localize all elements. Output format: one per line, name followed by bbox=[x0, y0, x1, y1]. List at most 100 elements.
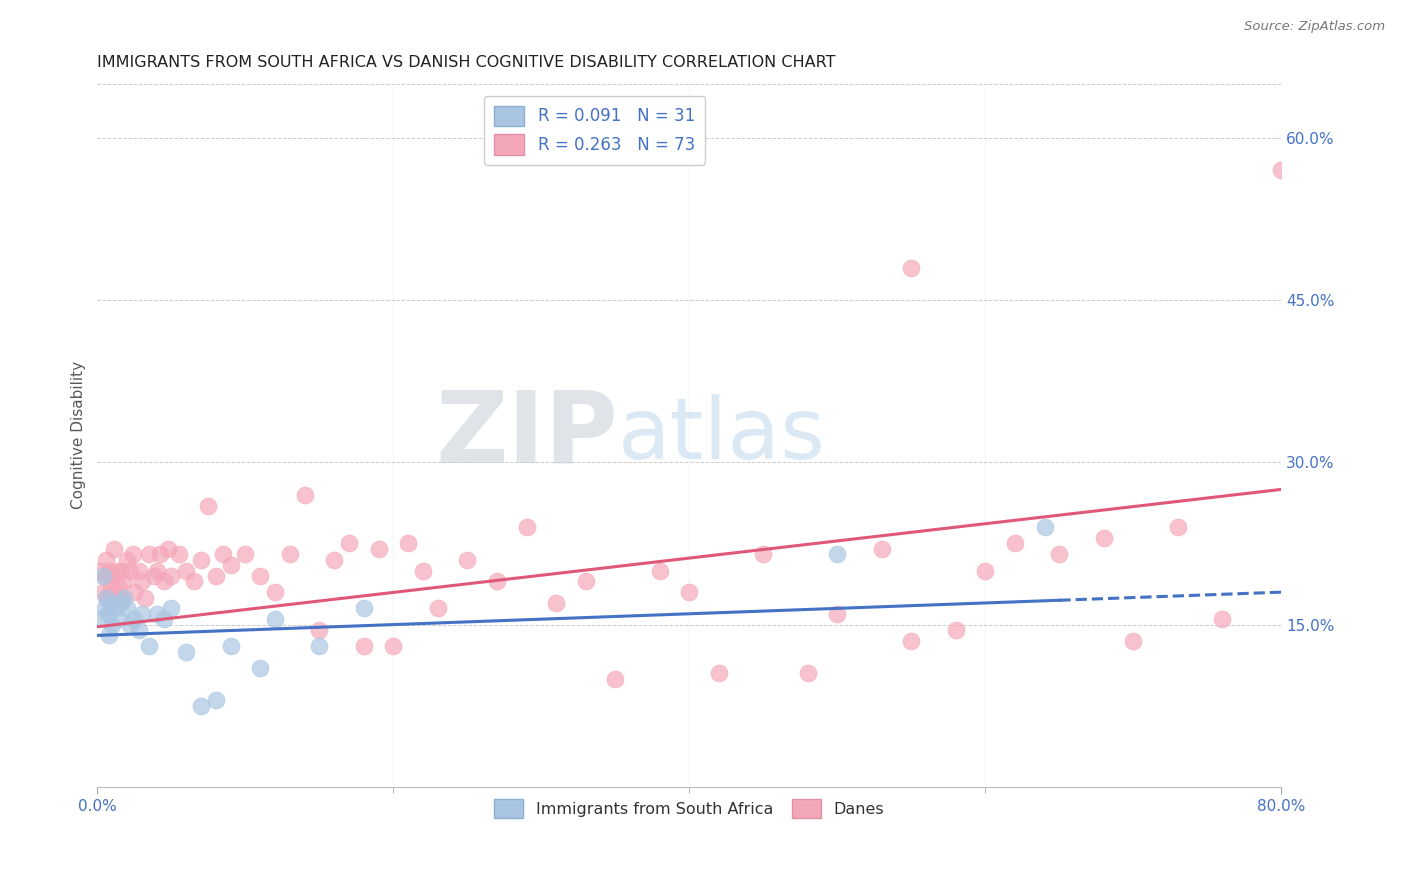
Point bbox=[103, 541, 125, 556]
Point bbox=[115, 601, 138, 615]
Point bbox=[308, 623, 330, 637]
Point bbox=[104, 585, 127, 599]
Point bbox=[112, 574, 135, 589]
Point bbox=[294, 488, 316, 502]
Point bbox=[122, 547, 145, 561]
Point bbox=[98, 564, 121, 578]
Point bbox=[797, 666, 820, 681]
Point bbox=[1211, 612, 1233, 626]
Point bbox=[1092, 531, 1115, 545]
Point bbox=[97, 607, 120, 621]
Point bbox=[91, 585, 114, 599]
Point bbox=[110, 596, 132, 610]
Point bbox=[485, 574, 508, 589]
Point bbox=[900, 633, 922, 648]
Point bbox=[870, 541, 893, 556]
Point bbox=[142, 569, 165, 583]
Point bbox=[546, 596, 568, 610]
Point bbox=[190, 552, 212, 566]
Point bbox=[145, 564, 167, 578]
Text: atlas: atlas bbox=[619, 393, 827, 477]
Point bbox=[605, 672, 627, 686]
Point bbox=[974, 564, 997, 578]
Point bbox=[183, 574, 205, 589]
Point bbox=[1270, 163, 1292, 178]
Point bbox=[91, 569, 114, 583]
Text: IMMIGRANTS FROM SOUTH AFRICA VS DANISH COGNITIVE DISABILITY CORRELATION CHART: IMMIGRANTS FROM SOUTH AFRICA VS DANISH C… bbox=[97, 55, 835, 70]
Point bbox=[124, 585, 146, 599]
Point bbox=[827, 547, 849, 561]
Point bbox=[112, 591, 135, 605]
Point bbox=[900, 260, 922, 275]
Point bbox=[108, 591, 131, 605]
Point bbox=[96, 552, 118, 566]
Point bbox=[89, 564, 111, 578]
Point bbox=[107, 612, 129, 626]
Point bbox=[575, 574, 598, 589]
Point bbox=[516, 520, 538, 534]
Point bbox=[1033, 520, 1056, 534]
Point bbox=[138, 547, 160, 561]
Point bbox=[219, 558, 242, 573]
Point bbox=[115, 552, 138, 566]
Point bbox=[945, 623, 967, 637]
Point bbox=[157, 541, 180, 556]
Point bbox=[98, 628, 121, 642]
Point bbox=[827, 607, 849, 621]
Point bbox=[648, 564, 671, 578]
Point bbox=[97, 591, 120, 605]
Point bbox=[249, 661, 271, 675]
Point bbox=[104, 601, 127, 615]
Point bbox=[124, 612, 146, 626]
Point bbox=[197, 499, 219, 513]
Point bbox=[204, 569, 226, 583]
Point bbox=[105, 564, 128, 578]
Point bbox=[145, 607, 167, 621]
Point bbox=[308, 639, 330, 653]
Point bbox=[212, 547, 235, 561]
Point bbox=[367, 541, 389, 556]
Point bbox=[174, 645, 197, 659]
Point bbox=[678, 585, 700, 599]
Point bbox=[235, 547, 257, 561]
Point bbox=[153, 574, 176, 589]
Point bbox=[264, 585, 287, 599]
Point bbox=[204, 693, 226, 707]
Point bbox=[382, 639, 405, 653]
Point bbox=[110, 564, 132, 578]
Y-axis label: Cognitive Disability: Cognitive Disability bbox=[72, 361, 86, 509]
Point bbox=[101, 569, 124, 583]
Point bbox=[219, 639, 242, 653]
Point bbox=[90, 612, 112, 626]
Point bbox=[160, 601, 183, 615]
Point bbox=[134, 591, 156, 605]
Point bbox=[412, 564, 434, 578]
Point bbox=[264, 612, 287, 626]
Point bbox=[148, 547, 170, 561]
Point bbox=[118, 617, 141, 632]
Point bbox=[131, 607, 153, 621]
Point bbox=[353, 639, 375, 653]
Point bbox=[167, 547, 190, 561]
Point bbox=[1004, 536, 1026, 550]
Legend: Immigrants from South Africa, Danes: Immigrants from South Africa, Danes bbox=[488, 792, 891, 824]
Point bbox=[153, 612, 176, 626]
Point bbox=[100, 596, 122, 610]
Point bbox=[426, 601, 449, 615]
Text: ZIP: ZIP bbox=[436, 387, 619, 483]
Point bbox=[249, 569, 271, 583]
Point bbox=[100, 580, 122, 594]
Point bbox=[337, 536, 360, 550]
Point bbox=[160, 569, 183, 583]
Point bbox=[96, 591, 118, 605]
Point bbox=[1167, 520, 1189, 534]
Point bbox=[94, 601, 117, 615]
Point bbox=[353, 601, 375, 615]
Point bbox=[278, 547, 301, 561]
Point bbox=[138, 639, 160, 653]
Point bbox=[131, 574, 153, 589]
Point bbox=[707, 666, 730, 681]
Point bbox=[396, 536, 419, 550]
Point bbox=[94, 569, 117, 583]
Point bbox=[107, 580, 129, 594]
